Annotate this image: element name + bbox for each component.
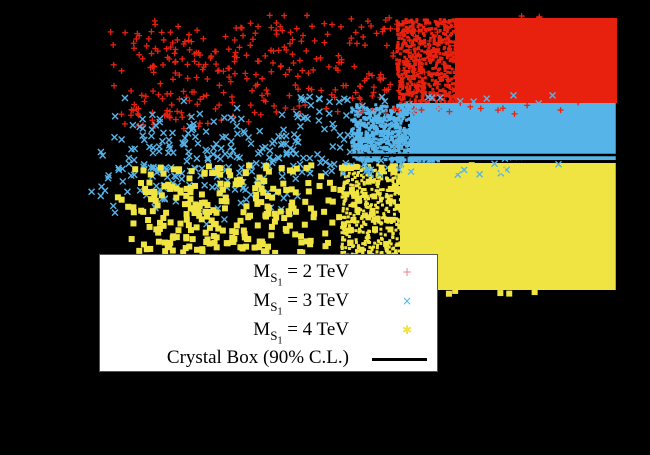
legend-entry-3tev: MS1 = 3 TeV × [100, 290, 437, 318]
line-sample-icon [372, 358, 427, 361]
legend-label: Crystal Box (90% C.L.) [166, 347, 349, 368]
legend-label: MS1 = 2 TeV [253, 261, 349, 289]
star-marker-icon: ✱ [401, 323, 413, 337]
legend-entry-2tev: MS1 = 2 TeV + [100, 261, 437, 289]
legend-entry-4tev: MS1 = 4 TeV ✱ [100, 319, 437, 347]
cross-marker-icon: × [401, 294, 413, 308]
legend: MS1 = 2 TeV + MS1 = 3 TeV × MS1 = 4 TeV … [99, 254, 438, 372]
plus-marker-icon: + [401, 265, 413, 279]
legend-entry-crystal-box: Crystal Box (90% C.L.) [100, 347, 437, 371]
legend-label: MS1 = 4 TeV [253, 319, 349, 347]
legend-label: MS1 = 3 TeV [253, 290, 349, 318]
